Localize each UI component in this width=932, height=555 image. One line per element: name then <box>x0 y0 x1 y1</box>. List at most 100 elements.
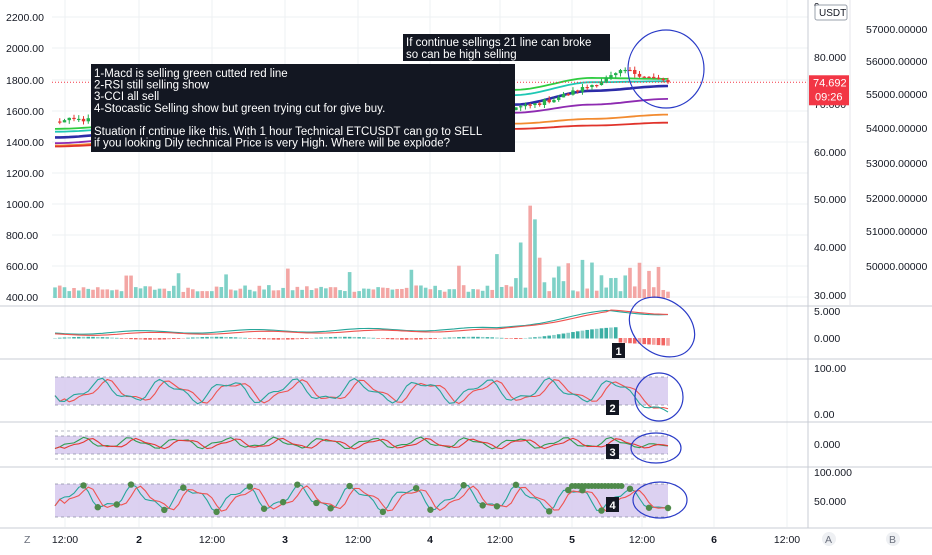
macd-histogram-bar <box>286 338 290 340</box>
volume-bar <box>442 291 447 298</box>
macd-histogram-bar <box>167 338 171 340</box>
stochastic-cross-dot <box>246 483 254 490</box>
volume-bars <box>53 205 670 298</box>
volume-bar <box>67 291 72 298</box>
macd-histogram-bar <box>480 336 485 339</box>
macd-histogram-bar <box>523 337 528 339</box>
panel-marker <box>606 497 619 512</box>
volume-bar <box>556 266 561 298</box>
volume-bar <box>400 288 404 298</box>
macd-histogram-bar <box>518 338 523 339</box>
candle-body <box>652 76 656 79</box>
left-axis-tick-label: 2000.00 <box>6 43 44 55</box>
volume-bar <box>309 289 314 298</box>
macd-histogram-bar <box>305 338 309 339</box>
volume-bar <box>290 290 295 298</box>
right-axis-tick-label: 52000.00000 <box>866 193 927 205</box>
macd-histogram-bar <box>651 338 656 345</box>
volume-bar <box>518 242 523 298</box>
time-axis-label: 4 <box>427 534 433 546</box>
macd-histogram-bar <box>186 337 190 339</box>
stochastic-d-line <box>54 485 669 512</box>
macd-histogram-bar <box>119 338 124 339</box>
panel-dividers <box>0 0 932 529</box>
stochastic-tick-label: 50.000 <box>814 496 846 508</box>
macd-histogram-bar <box>571 332 575 339</box>
volume-bar <box>224 274 228 298</box>
macd-histogram-bar <box>257 338 262 340</box>
stochastic-cross-dot <box>618 483 625 489</box>
note-line: 4-Stocastic Selling show but green tryin… <box>94 103 385 115</box>
volume-bar <box>609 278 613 298</box>
stochastic-cross-dot <box>565 486 572 494</box>
macd-histogram-bar <box>81 336 86 339</box>
stochastic-cross-dot <box>161 506 168 514</box>
candle-body <box>561 94 566 98</box>
volume-bar <box>585 288 590 298</box>
note-line: Stuation if cntinue like this. With 1 ho… <box>94 126 483 138</box>
volume-bar <box>248 289 252 298</box>
volume-bar <box>305 286 309 298</box>
volume-bar <box>485 285 490 298</box>
volume-bar <box>267 285 271 298</box>
volume-bar <box>480 290 485 298</box>
volume-bar <box>404 287 409 298</box>
countdown-label: 09:26 <box>815 91 843 103</box>
volume-bar <box>599 275 604 298</box>
macd-histogram-bar <box>561 333 566 339</box>
right-axis-tick-label: 57000.00000 <box>866 24 927 36</box>
candle-body <box>637 73 642 77</box>
stochastic-cross-dot <box>94 504 101 511</box>
candle-body <box>656 77 661 79</box>
macd-histogram-bar <box>124 338 129 339</box>
panel-marker-label: 1 <box>616 346 622 358</box>
last-price-label: 74.692 <box>813 77 847 89</box>
volume-bar <box>428 289 433 298</box>
volume-bar <box>186 287 190 298</box>
volume-bar <box>129 275 133 298</box>
macd-histogram-bar <box>666 338 670 346</box>
volume-bar <box>295 286 300 298</box>
volume-bar <box>324 288 328 298</box>
macd-histogram-bar <box>533 337 537 339</box>
volume-bar <box>471 289 475 298</box>
volume-bar <box>447 289 452 298</box>
macd-histogram-bar <box>357 337 361 339</box>
candle-body <box>523 104 528 107</box>
panel-marker <box>606 444 619 459</box>
macd-histogram-bar <box>295 338 300 340</box>
volume-bar <box>666 291 670 298</box>
candle-body <box>67 117 71 121</box>
macd-histogram-bar <box>409 338 414 340</box>
macd-histogram-bar <box>528 337 532 339</box>
volume-bar <box>133 287 138 298</box>
volume-bar <box>181 291 186 298</box>
time-axis-label: 6 <box>711 534 717 546</box>
time-axis-label: 12:00 <box>487 534 513 546</box>
right-axis-tick-label: 54000.00000 <box>866 123 927 135</box>
macd-histogram-bar <box>95 336 100 339</box>
highlight-ellipse <box>634 372 684 422</box>
macd-histogram-bar <box>509 338 513 339</box>
stochastic-cross-dot <box>626 485 634 493</box>
volume-bar <box>514 278 518 298</box>
macd-histogram-bar <box>476 336 480 339</box>
oscillator-bands <box>55 376 668 518</box>
stochastic-cross-dot <box>213 508 220 516</box>
macd-histogram-bar <box>219 336 224 339</box>
macd-tick-label: 0.000 <box>814 333 840 345</box>
macd-line <box>54 309 669 335</box>
panel-marker-label: 2 <box>610 403 616 415</box>
macd-histogram-bar <box>205 336 209 339</box>
macd-histogram-bar <box>632 338 637 344</box>
volume-bar <box>53 287 57 298</box>
volume-bar <box>319 286 323 298</box>
time-axis-label: 12:00 <box>52 534 78 546</box>
stochastic-cross-dot <box>346 482 353 490</box>
candle-body <box>62 120 67 123</box>
volume-bar <box>457 265 461 298</box>
left-axis-tick-label: 400.00 <box>6 292 38 304</box>
volume-bar <box>210 291 214 298</box>
macd-histogram-bar <box>152 338 157 340</box>
